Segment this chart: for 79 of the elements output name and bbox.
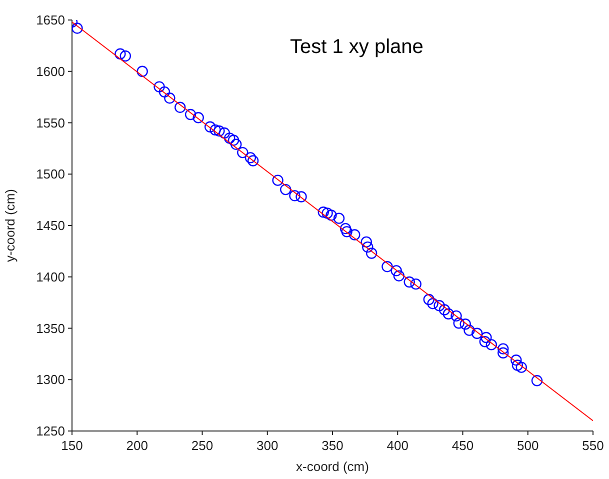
x-tick-label: 500 <box>517 438 539 454</box>
point <box>366 248 378 259</box>
point <box>322 208 333 219</box>
point <box>158 86 170 98</box>
point <box>164 92 176 104</box>
x-tick-label: 200 <box>126 438 148 454</box>
point <box>192 112 204 124</box>
point <box>289 190 300 202</box>
y-tick-label: 1650 <box>36 12 65 28</box>
point <box>296 191 307 202</box>
point <box>464 324 475 336</box>
point <box>228 134 240 146</box>
point <box>362 241 374 253</box>
point <box>390 265 402 276</box>
point <box>184 108 196 120</box>
x-tick-label: 450 <box>452 438 474 454</box>
y-tick-label: 1450 <box>36 218 65 234</box>
point <box>333 212 345 224</box>
point <box>244 152 256 164</box>
point <box>442 308 454 320</box>
point <box>210 124 221 136</box>
point <box>318 206 329 218</box>
point <box>479 336 490 348</box>
x-tick-label: 400 <box>386 438 408 454</box>
x-tick-label: 250 <box>191 438 214 454</box>
point <box>120 50 131 62</box>
point <box>486 339 498 350</box>
x-tick-label: 350 <box>322 438 344 454</box>
x-tick-label: 550 <box>582 438 604 454</box>
y-tick-label: 1400 <box>36 269 65 284</box>
point <box>516 362 527 373</box>
point <box>280 184 292 196</box>
point <box>340 222 352 234</box>
point <box>214 125 225 137</box>
point <box>438 304 450 316</box>
point <box>341 226 352 238</box>
point <box>114 48 126 60</box>
point <box>427 298 438 310</box>
point <box>237 146 248 158</box>
y-tick-label: 1250 <box>36 424 65 439</box>
point <box>72 22 83 34</box>
point <box>174 102 186 113</box>
point <box>460 318 471 330</box>
point <box>382 261 393 272</box>
point <box>410 278 422 290</box>
point <box>360 236 372 248</box>
point <box>498 343 509 354</box>
point <box>510 354 522 366</box>
point <box>204 121 216 132</box>
point <box>471 328 483 339</box>
text: Test 1 xy plane <box>290 36 424 59</box>
point <box>512 360 524 371</box>
y-tick-label: 1300 <box>36 372 65 388</box>
point <box>272 174 284 186</box>
y-tick-label: 1500 <box>36 166 65 182</box>
point <box>154 81 165 92</box>
y-axis-title: y-coord (cm) <box>2 189 18 262</box>
point <box>423 294 434 306</box>
y-tick-label: 1550 <box>36 115 65 130</box>
point <box>480 332 492 344</box>
x-tick-label: 300 <box>256 438 278 454</box>
point <box>393 270 405 282</box>
x-axis-title: x-coord (cm) <box>296 459 369 474</box>
point <box>531 375 543 386</box>
point <box>453 318 464 329</box>
x-tick-label: 150 <box>61 438 83 454</box>
point <box>404 276 415 288</box>
point <box>218 127 230 139</box>
y-tick-label: 1350 <box>36 320 65 336</box>
point <box>230 138 242 150</box>
point <box>498 347 509 359</box>
y-tick-label: 1600 <box>36 64 65 79</box>
point <box>326 210 337 221</box>
point <box>434 300 445 312</box>
point <box>349 229 360 240</box>
point <box>224 132 236 144</box>
point <box>136 66 148 77</box>
point <box>450 310 462 322</box>
point <box>247 155 259 166</box>
